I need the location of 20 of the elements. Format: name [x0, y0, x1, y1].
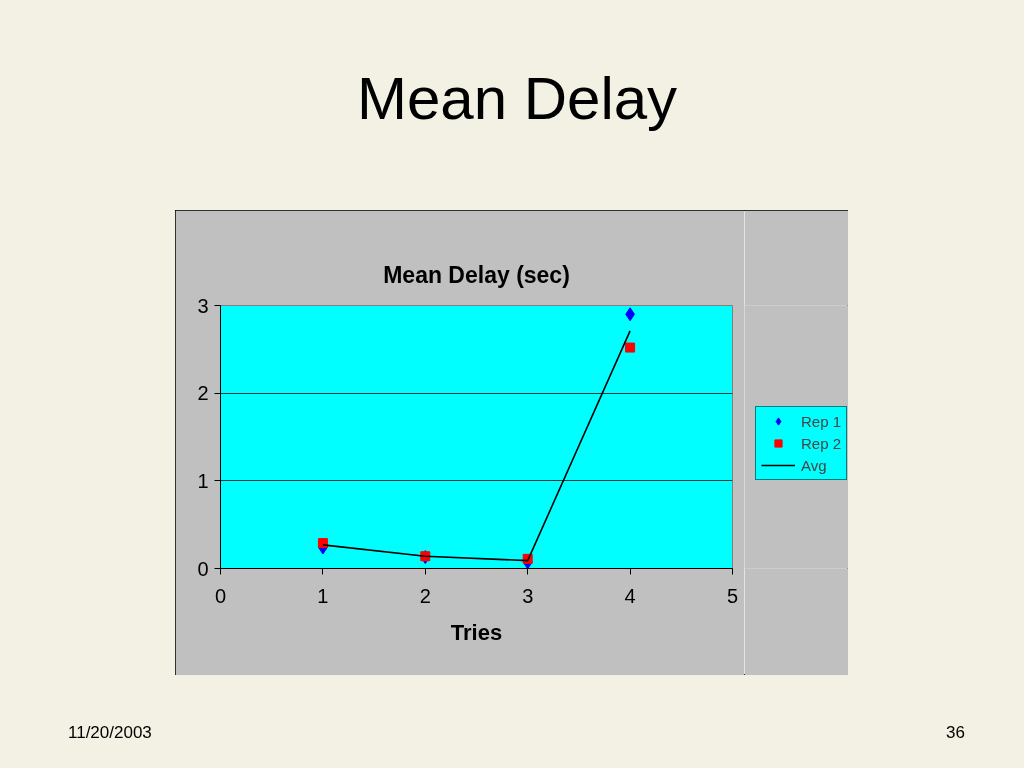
x-tick-label: 5 [726, 584, 739, 607]
legend-label: Rep 1 [801, 412, 842, 430]
x-tick-label: 3 [522, 584, 534, 607]
legend-label: Rep 2 [801, 434, 842, 452]
chart-title: Mean Delay [355, 65, 679, 132]
x-tick-label: 0 [214, 584, 227, 607]
point [317, 538, 328, 549]
y-tick-label: 1 [197, 469, 209, 492]
y-tick-label: 0 [197, 557, 209, 580]
text: 11/20/2003 [68, 723, 152, 742]
point [625, 342, 636, 353]
chart-subtitle: Mean Delay (sec) [383, 261, 570, 288]
x-axis-title: Tries [450, 619, 503, 645]
x-tick-label: 1 [317, 584, 329, 607]
text: 36 [946, 723, 965, 742]
legend-label: Avg [801, 456, 827, 474]
y-tick-label: 3 [197, 294, 209, 317]
x-tick-label: 4 [624, 584, 636, 607]
y-tick-label: 2 [197, 382, 209, 405]
x-tick-label: 2 [419, 584, 431, 607]
